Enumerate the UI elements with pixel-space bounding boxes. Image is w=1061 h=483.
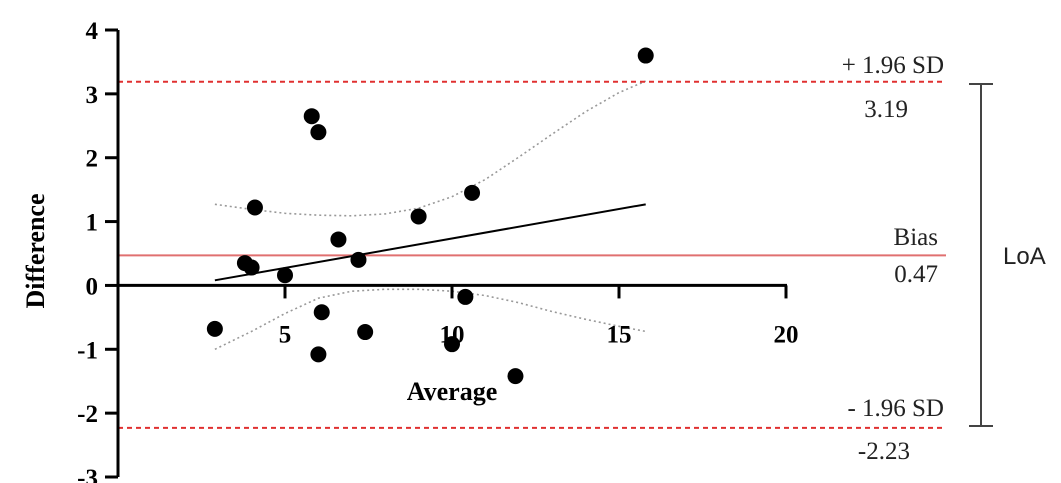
- data-point: [410, 208, 427, 225]
- annotations-layer: + 1.96 SD 3.19 Bias 0.47 - 1.96 SD -2.23…: [842, 52, 1046, 465]
- data-point: [637, 47, 654, 64]
- y-tick-label: 1: [86, 210, 99, 237]
- data-point: [350, 251, 367, 268]
- data-point: [310, 346, 327, 363]
- data-point: [246, 199, 263, 216]
- reference-lines-layer: [118, 80, 946, 429]
- data-point: [243, 259, 260, 276]
- data-point: [357, 324, 374, 341]
- y-tick-label: 2: [86, 146, 99, 173]
- x-tick-label: 20: [774, 321, 799, 348]
- bias-label: Bias: [894, 224, 938, 251]
- regression-line: [214, 203, 646, 282]
- y-axis-title: Difference: [21, 193, 50, 308]
- data-point: [444, 336, 460, 353]
- loa-bracket-label: LoA: [1003, 243, 1046, 270]
- lower-loa-label: - 1.96 SD: [847, 395, 944, 422]
- x-tick-label: 15: [607, 321, 632, 348]
- y-tick-label: -2: [77, 401, 98, 428]
- bias-value: 0.47: [894, 261, 938, 288]
- x-tick-label: 5: [279, 321, 292, 348]
- upper-loa-value: 3.19: [864, 96, 908, 123]
- data-point: [330, 231, 347, 248]
- y-tick-label: 3: [86, 82, 99, 109]
- data-point: [303, 108, 320, 125]
- lower-loa-value: -2.23: [858, 438, 910, 465]
- data-point: [457, 288, 474, 305]
- data-point: [507, 368, 524, 385]
- data-point: [313, 304, 330, 321]
- regression-layer: [214, 203, 646, 282]
- ci-upper-curve: [214, 80, 647, 217]
- axis-labels-layer: Average Difference: [21, 193, 497, 406]
- y-tick-label: 4: [86, 18, 99, 45]
- points-layer: [206, 47, 654, 385]
- data-point: [464, 184, 481, 201]
- y-tick-label: -1: [77, 337, 98, 364]
- confidence-band-layer: [214, 80, 647, 351]
- ci-lower-curve: [214, 288, 646, 351]
- data-point: [206, 320, 223, 337]
- y-tick-label: -3: [77, 465, 98, 483]
- y-tick-label: 0: [86, 273, 99, 300]
- upper-loa-label: + 1.96 SD: [842, 52, 944, 79]
- x-axis-title: Average: [407, 377, 497, 406]
- data-point: [277, 267, 293, 284]
- data-point: [310, 124, 327, 141]
